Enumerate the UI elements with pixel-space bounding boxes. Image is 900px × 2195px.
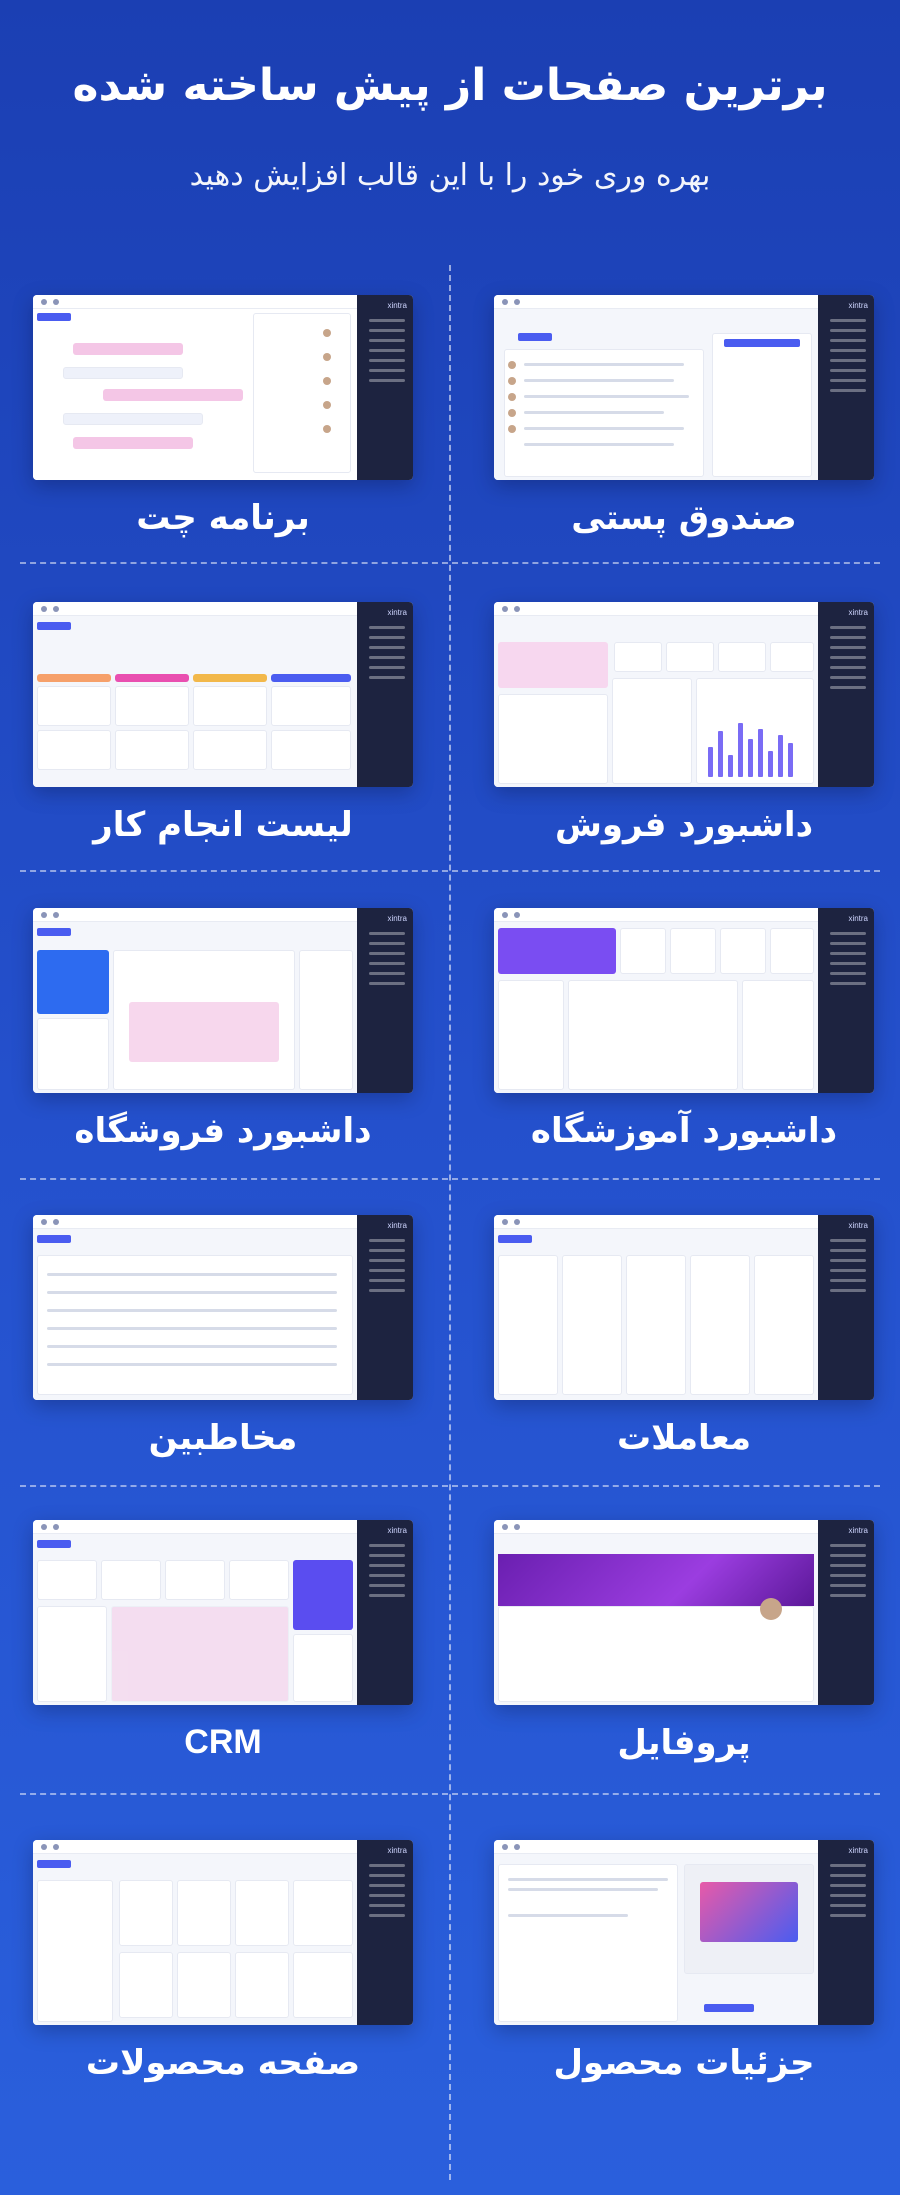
card-todo-list[interactable]: xintra لیست انجام کار (33, 602, 413, 845)
card-title: لیست انجام کار (93, 805, 353, 845)
card-title: برنامه چت (136, 498, 310, 538)
card-school-dashboard[interactable]: xintra داشبورد آموزشگاه (494, 908, 874, 1151)
hero-section: برترین صفحات از پیش ساخته شده بهره وری خ… (0, 0, 900, 250)
todo-screenshot: xintra (33, 602, 413, 787)
card-title: صندوق پستی (571, 498, 797, 538)
sales-dashboard-screenshot: xintra (494, 602, 874, 787)
card-mailbox[interactable]: xintra صندوق پستی (494, 295, 874, 538)
card-crm[interactable]: xintra CRM (33, 1520, 413, 1762)
profile-screenshot: xintra (494, 1520, 874, 1705)
page-subtitle: بهره وری خود را با این قالب افزایش دهید (189, 158, 711, 193)
card-contacts[interactable]: xintra مخاطبین (33, 1215, 413, 1458)
row-divider (20, 870, 880, 872)
card-store-dashboard[interactable]: xintra داشبورد فروشگاه (33, 908, 413, 1151)
page-title: برترین صفحات از پیش ساخته شده (72, 60, 828, 111)
card-title: داشبورد فروش (554, 805, 814, 845)
school-dashboard-screenshot: xintra (494, 908, 874, 1093)
card-title: داشبورد فروشگاه (74, 1111, 372, 1151)
card-sales-dashboard[interactable]: xintra داشبورد فروش (494, 602, 874, 845)
card-title: مخاطبین (148, 1418, 298, 1458)
crm-screenshot: xintra (33, 1520, 413, 1705)
card-title: جزئیات محصول (553, 2043, 815, 2083)
deals-screenshot: xintra (494, 1215, 874, 1400)
row-divider (20, 1485, 880, 1487)
card-profile[interactable]: xintra پروفایل (494, 1520, 874, 1763)
product-details-screenshot: xintra (494, 1840, 874, 2025)
mailbox-screenshot: xintra (494, 295, 874, 480)
card-deals[interactable]: xintra معاملات (494, 1215, 874, 1458)
card-products-page[interactable]: xintra صفحه محصولات (33, 1840, 413, 2083)
card-chat[interactable]: xintra برنامه چت (33, 295, 413, 538)
card-title: معاملات (616, 1418, 752, 1458)
logo: xintra (848, 301, 868, 310)
column-divider (449, 265, 451, 2180)
card-title: CRM (184, 1723, 262, 1761)
contacts-screenshot: xintra (33, 1215, 413, 1400)
row-divider (20, 562, 880, 564)
card-product-details[interactable]: xintra جزئیات محصول (494, 1840, 874, 2083)
card-title: صفحه محصولات (85, 2043, 361, 2083)
chat-screenshot: xintra (33, 295, 413, 480)
store-dashboard-screenshot: xintra (33, 908, 413, 1093)
row-divider (20, 1793, 880, 1795)
row-divider (20, 1178, 880, 1180)
card-title: پروفایل (617, 1723, 751, 1763)
products-page-screenshot: xintra (33, 1840, 413, 2025)
card-title: داشبورد آموزشگاه (530, 1111, 838, 1151)
